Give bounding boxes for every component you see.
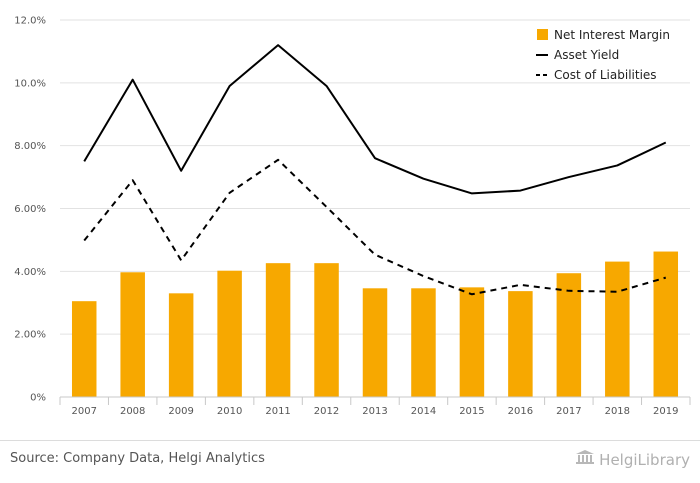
y-tick-label: 10.0% [14,78,46,89]
line-series [83,44,667,296]
asset-yield-line [83,44,667,195]
x-tick-label: 2015 [459,406,484,417]
cost-of-liabilities-line [83,158,667,296]
y-tick-label: 12.0% [14,16,46,27]
y-axis-tick-labels: 0% 2.00% 4.00% 6.00% 8.00% 10.0% 12.0% [14,16,46,404]
bar [508,291,533,397]
x-tick-label: 2010 [217,406,242,417]
x-axis: 2007 2008 2009 2010 2011 2012 2013 2014 2015 2016… [59,396,691,417]
x-tick-label: 2016 [508,406,533,417]
bar [605,261,630,397]
x-tick-label: 2013 [362,406,387,417]
y-tick-label: 0% [30,393,46,404]
y-tick-label: 8.00% [14,141,46,152]
x-tick-label: 2007 [72,406,97,417]
bar [653,251,679,397]
bar [217,270,242,397]
footer-divider [0,440,700,441]
bar [71,301,97,397]
logo-text: HelgiLibrary [599,450,690,469]
gridlines [60,19,690,335]
x-tick-label: 2014 [411,406,436,417]
y-tick-label: 4.00% [14,267,46,278]
x-tick-label: 2017 [556,406,581,417]
helgi-library-logo[interactable]: HelgiLibrary [575,449,690,470]
legend: Net Interest Margin Asset Yield Cost of … [536,28,670,82]
bar [411,288,436,397]
x-tick-label: 2012 [314,406,339,417]
x-tick-label: 2009 [168,406,193,417]
x-tick-label: 2011 [265,406,290,417]
x-tick-label: 2008 [120,406,145,417]
x-tick-label: 2019 [653,406,678,417]
bar [362,288,388,397]
bar [265,263,291,397]
library-building-icon [575,449,595,470]
x-tick-label: 2018 [605,406,630,417]
bar [168,293,194,397]
bar [556,273,582,397]
legend-label-asset-yield: Asset Yield [554,48,619,62]
bar [314,263,339,397]
bar [120,272,145,397]
source-note: Source: Company Data, Helgi Analytics [10,451,265,466]
y-tick-label: 2.00% [14,330,46,341]
chart: 0%2.00%4.00%6.00%8.00%10.0%12.0% 2007 200… [14,16,691,417]
footer: Source: Company Data, Helgi Analytics He… [0,440,700,483]
legend-swatch-net-interest-margin [537,29,548,40]
legend-label-cost-of-liabilities: Cost of Liabilities [554,68,657,82]
y-tick-label: 6.00% [14,204,46,215]
bar-series [71,251,679,397]
bar [459,287,485,397]
legend-label-net-interest-margin: Net Interest Margin [554,28,670,42]
